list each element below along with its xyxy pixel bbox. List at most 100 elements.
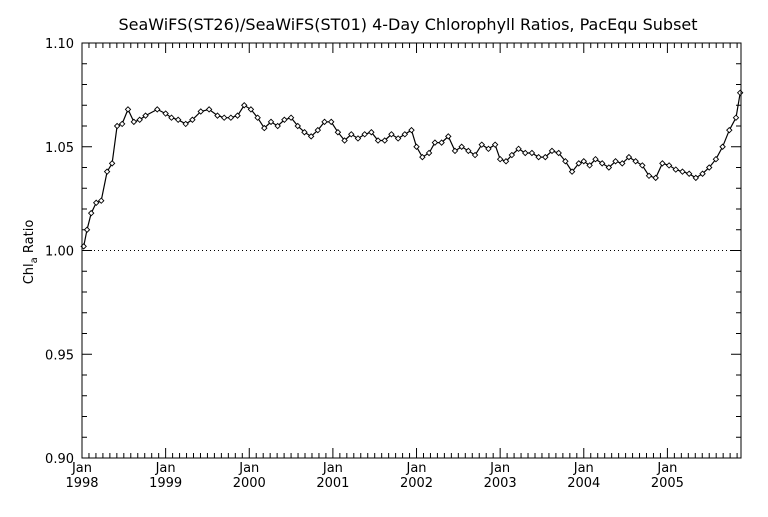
data-point [197, 108, 204, 115]
data-point [491, 141, 499, 148]
data-point [508, 151, 516, 159]
data-point [515, 145, 522, 153]
svg-text:Chla Ratio: Chla Ratio [22, 220, 40, 285]
data-point [388, 131, 395, 138]
data-point [732, 114, 740, 121]
x-tick-label-year: 2001 [316, 476, 349, 491]
x-tick-label-month: Jan [489, 461, 510, 476]
data-point [712, 155, 720, 163]
x-tick-label-year: 2000 [233, 476, 266, 491]
data-point [394, 135, 402, 142]
y-axis-label-subscript: a [29, 257, 40, 263]
data-point [261, 124, 268, 132]
data-point [294, 122, 302, 130]
data-point [408, 126, 415, 134]
data-point [521, 149, 529, 157]
x-tick-label-year: 1998 [65, 476, 98, 491]
data-point [575, 160, 582, 167]
data-point [247, 106, 255, 113]
x-tick-labels: Jan1998Jan1999Jan2000Jan2001Jan2002Jan20… [65, 461, 683, 491]
data-point [632, 158, 639, 165]
data-point [478, 141, 485, 148]
data-point [341, 137, 348, 144]
y-tick-labels: 0.90 0.95 1.00 1.05 1.10 [45, 37, 74, 467]
data-point [598, 160, 606, 167]
x-tick-label-month: Jan [573, 461, 594, 476]
data-point [168, 114, 175, 121]
data-point [182, 120, 189, 128]
data-point [586, 162, 593, 169]
data-point [124, 106, 132, 113]
data-point [92, 199, 100, 207]
data-point [113, 122, 121, 130]
data-point [83, 226, 91, 233]
x-tick-label-month: Jan [155, 461, 176, 476]
data-point [692, 174, 700, 182]
series-markers [80, 89, 744, 250]
x-tick-label-year: 2002 [400, 476, 433, 491]
data-point [368, 128, 375, 136]
data-point [142, 112, 149, 119]
data-point [301, 128, 308, 136]
data-point [108, 160, 116, 167]
data-point [625, 153, 633, 161]
y-tick-label: 1.10 [45, 37, 74, 52]
data-point [401, 131, 409, 138]
data-point [458, 143, 465, 150]
data-point [234, 112, 241, 119]
data-point [580, 158, 588, 165]
data-point [528, 149, 536, 157]
series-line [83, 92, 741, 247]
data-point [307, 133, 315, 140]
data-point [719, 143, 726, 150]
data-point [685, 170, 693, 177]
x-tick-label-month: Jan [71, 461, 92, 476]
y-axis-label-tail: Ratio [22, 220, 37, 258]
data-point [321, 118, 328, 126]
data-point [699, 170, 706, 177]
data-point [605, 164, 613, 171]
data-point [542, 153, 549, 161]
data-point [254, 114, 261, 121]
data-point [241, 102, 248, 109]
data-point [438, 139, 445, 146]
data-point [665, 162, 673, 169]
x-tick-label-month: Jan [238, 461, 259, 476]
data-point [535, 153, 542, 161]
data-point [639, 162, 646, 169]
data-point [314, 126, 322, 134]
data-point [220, 114, 228, 121]
data-point [672, 166, 680, 173]
x-tick-label-month: Jan [656, 461, 677, 476]
data-point [645, 172, 653, 180]
data-point [419, 153, 426, 161]
data-point [431, 139, 439, 146]
data-point [287, 114, 295, 121]
data-point [619, 160, 626, 167]
data-point [214, 112, 221, 119]
data-point [659, 160, 666, 167]
data-point [485, 145, 492, 153]
data-point [97, 197, 105, 204]
data-point [381, 137, 388, 144]
data-point [726, 126, 733, 134]
data-point [205, 106, 213, 113]
data-point [568, 168, 576, 175]
x-tick-label-month: Jan [405, 461, 426, 476]
y-tick-label: 1.00 [45, 245, 74, 260]
data-point [162, 110, 169, 117]
data-point [496, 155, 504, 163]
chart-title: SeaWiFS(ST26)/SeaWiFS(ST01) 4-Day Chloro… [118, 15, 697, 34]
data-point [736, 89, 744, 97]
x-tick-label-year: 2004 [567, 476, 600, 491]
data-point [118, 120, 126, 128]
data-point [425, 149, 433, 157]
data-point [103, 168, 111, 175]
data-point [374, 137, 382, 144]
y-tick-label: 0.90 [45, 452, 74, 467]
data-point [413, 143, 420, 150]
data-point [562, 158, 569, 165]
data-point [471, 151, 479, 159]
